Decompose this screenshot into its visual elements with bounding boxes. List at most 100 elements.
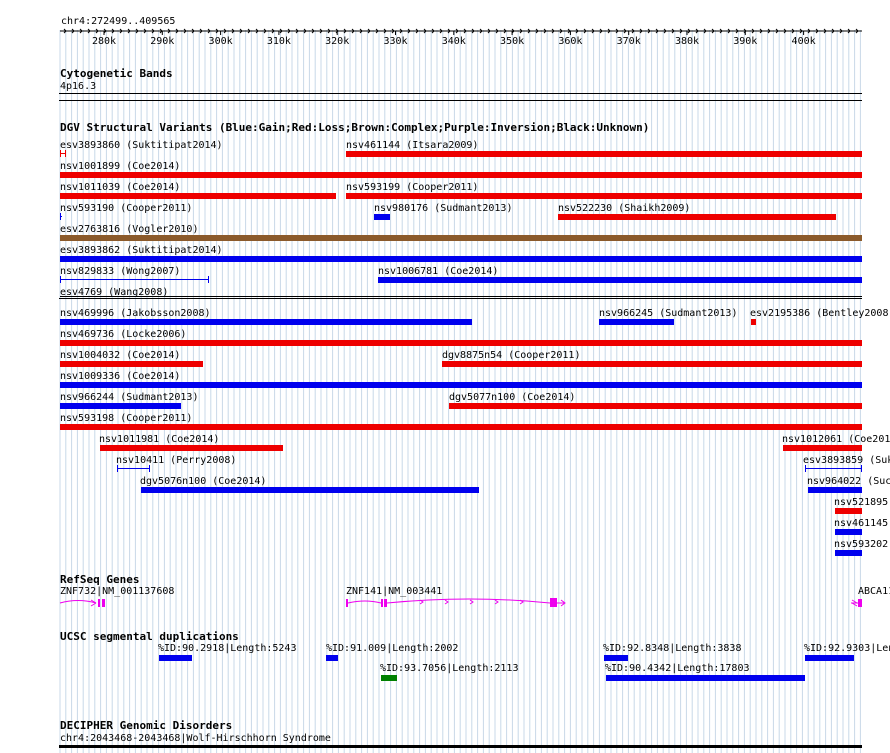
segdup-label[interactable]: %ID:93.7056|Length:2113 <box>380 663 519 674</box>
dgv-feature-label[interactable]: nsv593202 <box>834 539 889 550</box>
dgv-feature-label[interactable]: esv4769 (Wang2008) <box>60 287 169 298</box>
dgv-feature-bar[interactable] <box>60 216 62 217</box>
dgv-feature-bar[interactable] <box>60 361 203 367</box>
dgv-feature-label[interactable]: nsv1011039 (Coe2014) <box>60 182 181 193</box>
dgv-feature-bar[interactable] <box>783 445 862 451</box>
dgv-feature-label[interactable]: nsv521895 <box>834 497 889 508</box>
dgv-feature-label[interactable]: nsv1012061 (Coe201 <box>782 434 890 445</box>
decipher-item-label[interactable]: chr4:2043468-2043468|Wolf-Hirschhorn Syn… <box>60 733 331 744</box>
dgv-feature-label[interactable]: nsv461144 (Itsara2009) <box>346 140 479 151</box>
dgv-feature-label[interactable]: dgv5076n100 (Coe2014) <box>140 476 267 487</box>
dgv-feature-label[interactable]: nsv522230 (Shaikh2009) <box>558 203 691 214</box>
ruler-arrow <box>743 28 747 34</box>
dgv-feature-bar[interactable] <box>442 361 862 367</box>
dgv-feature-bar[interactable] <box>60 256 862 262</box>
gene-exon <box>98 599 100 607</box>
dgv-feature-label[interactable]: esv2195386 (Bentley2008 <box>750 308 889 319</box>
dgv-feature-bar[interactable] <box>100 445 283 451</box>
ruler-arrow <box>831 28 835 34</box>
dgv-feature-bar[interactable] <box>141 487 479 493</box>
dgv-feature-bar[interactable] <box>558 214 836 220</box>
track-title-decipher[interactable]: DECIPHER Genomic Disorders <box>60 719 233 732</box>
ruler-arrow <box>487 28 491 34</box>
dgv-feature-bar[interactable] <box>805 468 862 469</box>
dgv-feature-bar[interactable] <box>60 193 336 199</box>
segdup-bar[interactable] <box>604 655 628 661</box>
dgv-feature-bar[interactable] <box>117 468 150 469</box>
segdup-bar[interactable] <box>805 655 854 661</box>
ruler-arrow <box>695 28 699 34</box>
dgv-feature-label[interactable]: nsv1001899 (Coe2014) <box>60 161 181 172</box>
track-title-refseq[interactable]: RefSeq Genes <box>60 573 140 586</box>
dgv-feature-label[interactable]: nsv964022 (Suc <box>807 476 890 487</box>
dgv-feature-label[interactable]: nsv966244 (Sudmant2013) <box>60 392 199 403</box>
dgv-feature-bar[interactable] <box>60 403 181 409</box>
gene-models[interactable] <box>0 594 890 614</box>
dgv-feature-label[interactable]: nsv966245 (Sudmant2013) <box>599 308 738 319</box>
gene-label[interactable]: ZNF141|NM_003441 <box>346 586 443 597</box>
dgv-feature-bar[interactable] <box>835 550 862 556</box>
ruler-arrow <box>751 28 755 34</box>
decipher-bar[interactable] <box>59 745 862 748</box>
dgv-feature-label[interactable]: nsv829833 (Wong2007) <box>60 266 181 277</box>
dgv-feature-bar[interactable] <box>60 153 66 154</box>
dgv-feature-label[interactable]: esv2763816 (Vogler2010) <box>60 224 199 235</box>
dgv-feature-label[interactable]: nsv469736 (Locke2006) <box>60 329 187 340</box>
dgv-feature-label[interactable]: nsv593198 (Cooper2011) <box>60 413 193 424</box>
dgv-feature-label[interactable]: nsv469996 (Jakobsson2008) <box>60 308 211 319</box>
gene-label[interactable]: ABCA11 <box>858 586 890 597</box>
segdup-label[interactable]: %ID:91.009|Length:2002 <box>326 643 459 654</box>
dgv-feature-label[interactable]: dgv8875n54 (Cooper2011) <box>442 350 581 361</box>
dgv-feature-label[interactable]: nsv593199 (Cooper2011) <box>346 182 479 193</box>
dgv-feature-bar[interactable] <box>808 487 862 493</box>
dgv-feature-bar[interactable] <box>599 319 674 325</box>
ruler-arrow <box>143 28 147 34</box>
track-title-cytobands[interactable]: Cytogenetic Bands <box>60 67 173 80</box>
segdup-bar[interactable] <box>159 655 192 661</box>
ruler-arrow <box>127 28 131 34</box>
dgv-feature-label[interactable]: nsv593190 (Cooper2011) <box>60 203 193 214</box>
ruler-arrow <box>63 28 67 34</box>
dgv-feature-label[interactable]: nsv10411 (Perry2008) <box>116 455 237 466</box>
segdup-label[interactable]: %ID:90.4342|Length:17803 <box>605 663 750 674</box>
segdup-label[interactable]: %ID:92.9303|Len <box>804 643 890 654</box>
dgv-feature-label[interactable]: esv3893860 (Suktitipat2014) <box>60 140 223 151</box>
ruler-arrow <box>455 28 459 34</box>
dgv-feature-bar[interactable] <box>751 319 756 325</box>
dgv-feature-bar[interactable] <box>374 214 390 220</box>
dgv-feature-label[interactable]: nsv1011981 (Coe2014) <box>99 434 220 445</box>
dgv-feature-bar[interactable] <box>378 277 862 283</box>
dgv-feature-label[interactable]: nsv461145 <box>834 518 889 529</box>
segdup-bar[interactable] <box>606 675 805 681</box>
dgv-feature-label[interactable]: esv3893859 (Suk <box>803 455 890 466</box>
segdup-label[interactable]: %ID:92.8348|Length:3838 <box>603 643 742 654</box>
track-title-segdups[interactable]: UCSC segmental duplications <box>60 630 239 643</box>
ruler-arrow <box>311 28 315 34</box>
gene-label[interactable]: ZNF732|NM_001137608 <box>60 586 175 597</box>
dgv-feature-bar[interactable] <box>60 296 862 297</box>
dgv-feature-bar[interactable] <box>835 529 862 535</box>
dgv-feature-bar[interactable] <box>346 151 862 157</box>
dgv-feature-bar[interactable] <box>835 508 862 514</box>
dgv-feature-label[interactable]: dgv5077n100 (Coe2014) <box>449 392 576 403</box>
dgv-feature-label[interactable]: nsv1004032 (Coe2014) <box>60 350 181 361</box>
dgv-feature-label[interactable]: nsv1009336 (Coe2014) <box>60 371 181 382</box>
dgv-feature-bar[interactable] <box>60 279 209 280</box>
segdup-bar[interactable] <box>381 675 397 681</box>
dgv-feature-label[interactable]: nsv1006781 (Coe2014) <box>378 266 499 277</box>
dgv-feature-label[interactable]: esv3893862 (Suktitipat2014) <box>60 245 223 256</box>
track-title-dgv[interactable]: DGV Structural Variants (Blue:Gain;Red:L… <box>60 121 650 134</box>
dgv-feature-bar[interactable] <box>60 235 862 241</box>
dgv-feature-bar[interactable] <box>346 193 862 199</box>
dgv-feature-bar[interactable] <box>60 382 862 388</box>
dgv-feature-bar[interactable] <box>60 172 862 178</box>
segdup-bar[interactable] <box>326 655 338 661</box>
dgv-feature-bar[interactable] <box>60 319 472 325</box>
coordinate-ruler[interactable]: 280k 290k 300k 310k 320k 330k 340k 350k 360k 370k… <box>0 24 890 48</box>
dgv-feature-bar[interactable] <box>449 403 862 409</box>
segdup-label[interactable]: %ID:90.2918|Length:5243 <box>158 643 297 654</box>
dgv-feature-label[interactable]: nsv980176 (Sudmant2013) <box>374 203 513 214</box>
dgv-feature-bar[interactable] <box>60 424 862 430</box>
dgv-feature-bar[interactable] <box>60 340 862 346</box>
